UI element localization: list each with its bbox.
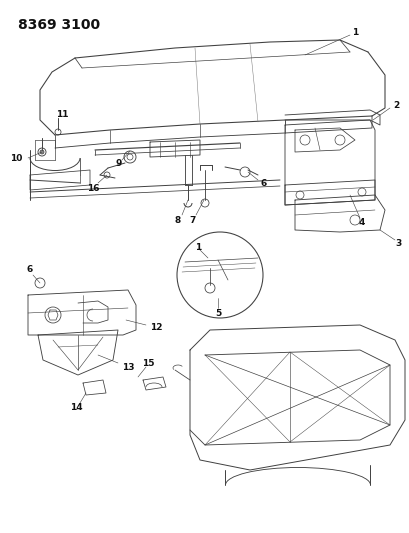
Text: 6: 6	[27, 264, 33, 273]
Circle shape	[40, 150, 44, 154]
Text: 11: 11	[56, 109, 68, 118]
Text: 5: 5	[214, 309, 220, 318]
Text: 6: 6	[260, 179, 267, 188]
Text: 16: 16	[87, 183, 99, 192]
Text: 2: 2	[392, 101, 398, 109]
Text: 9: 9	[115, 158, 122, 167]
Text: 7: 7	[189, 215, 196, 224]
Text: 14: 14	[70, 402, 82, 411]
Text: 13: 13	[121, 362, 134, 372]
Text: 10: 10	[9, 154, 22, 163]
Text: 1: 1	[351, 28, 357, 36]
Text: 1: 1	[194, 243, 201, 252]
Text: 4: 4	[358, 217, 364, 227]
Text: 3: 3	[395, 238, 401, 247]
Text: 12: 12	[149, 322, 162, 332]
Text: 8369 3100: 8369 3100	[18, 18, 100, 32]
Text: 8: 8	[175, 215, 181, 224]
Text: 15: 15	[142, 359, 154, 367]
